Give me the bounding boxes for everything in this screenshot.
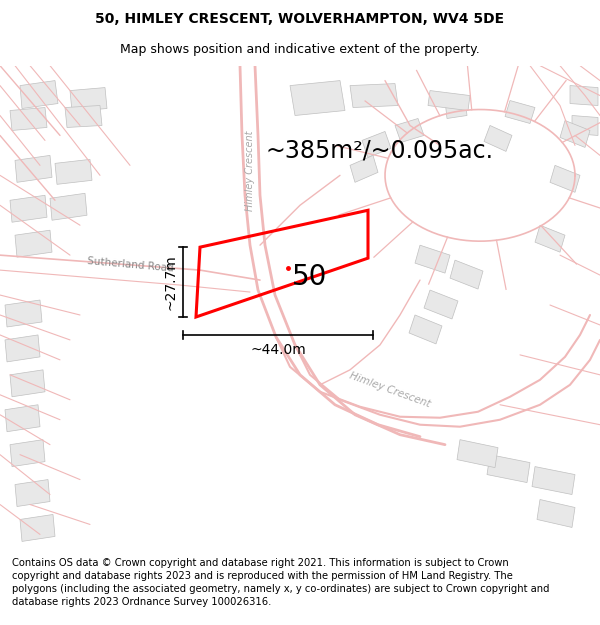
Polygon shape bbox=[445, 98, 467, 119]
Text: ~385m²/~0.095ac.: ~385m²/~0.095ac. bbox=[266, 138, 494, 162]
Polygon shape bbox=[532, 467, 575, 494]
Text: Sutherland Road: Sutherland Road bbox=[86, 256, 173, 274]
Polygon shape bbox=[415, 245, 450, 273]
Polygon shape bbox=[10, 195, 47, 222]
Polygon shape bbox=[10, 439, 45, 467]
Polygon shape bbox=[10, 107, 47, 131]
Text: Map shows position and indicative extent of the property.: Map shows position and indicative extent… bbox=[120, 44, 480, 56]
Polygon shape bbox=[15, 479, 50, 506]
Polygon shape bbox=[572, 116, 598, 136]
Polygon shape bbox=[537, 499, 575, 528]
Polygon shape bbox=[350, 84, 398, 107]
Polygon shape bbox=[550, 166, 580, 192]
Polygon shape bbox=[70, 88, 107, 111]
Polygon shape bbox=[395, 119, 424, 142]
Polygon shape bbox=[15, 230, 52, 257]
Polygon shape bbox=[350, 156, 378, 182]
Text: 50: 50 bbox=[292, 263, 328, 291]
Polygon shape bbox=[505, 101, 535, 124]
Polygon shape bbox=[290, 81, 345, 116]
Polygon shape bbox=[535, 225, 565, 252]
Text: ~27.7m: ~27.7m bbox=[164, 254, 178, 310]
Text: Himley Crescent: Himley Crescent bbox=[348, 371, 432, 409]
Polygon shape bbox=[50, 193, 87, 220]
Polygon shape bbox=[15, 156, 52, 182]
Polygon shape bbox=[5, 300, 42, 327]
Text: Contains OS data © Crown copyright and database right 2021. This information is : Contains OS data © Crown copyright and d… bbox=[12, 558, 550, 607]
Polygon shape bbox=[5, 335, 40, 362]
Polygon shape bbox=[450, 260, 483, 289]
Polygon shape bbox=[65, 106, 102, 127]
Polygon shape bbox=[484, 126, 512, 151]
Polygon shape bbox=[55, 159, 92, 184]
Polygon shape bbox=[424, 290, 458, 319]
Polygon shape bbox=[5, 405, 40, 432]
Text: ~44.0m: ~44.0m bbox=[250, 343, 306, 357]
Polygon shape bbox=[457, 439, 498, 468]
Polygon shape bbox=[409, 315, 442, 344]
Text: Himley Crescent: Himley Crescent bbox=[245, 130, 255, 211]
Polygon shape bbox=[487, 454, 530, 482]
Polygon shape bbox=[570, 86, 598, 106]
Polygon shape bbox=[560, 121, 590, 148]
Polygon shape bbox=[10, 370, 45, 397]
Text: 50, HIMLEY CRESCENT, WOLVERHAMPTON, WV4 5DE: 50, HIMLEY CRESCENT, WOLVERHAMPTON, WV4 … bbox=[95, 12, 505, 26]
Polygon shape bbox=[20, 81, 58, 109]
Polygon shape bbox=[20, 514, 55, 541]
Polygon shape bbox=[428, 91, 470, 111]
Polygon shape bbox=[362, 131, 391, 158]
